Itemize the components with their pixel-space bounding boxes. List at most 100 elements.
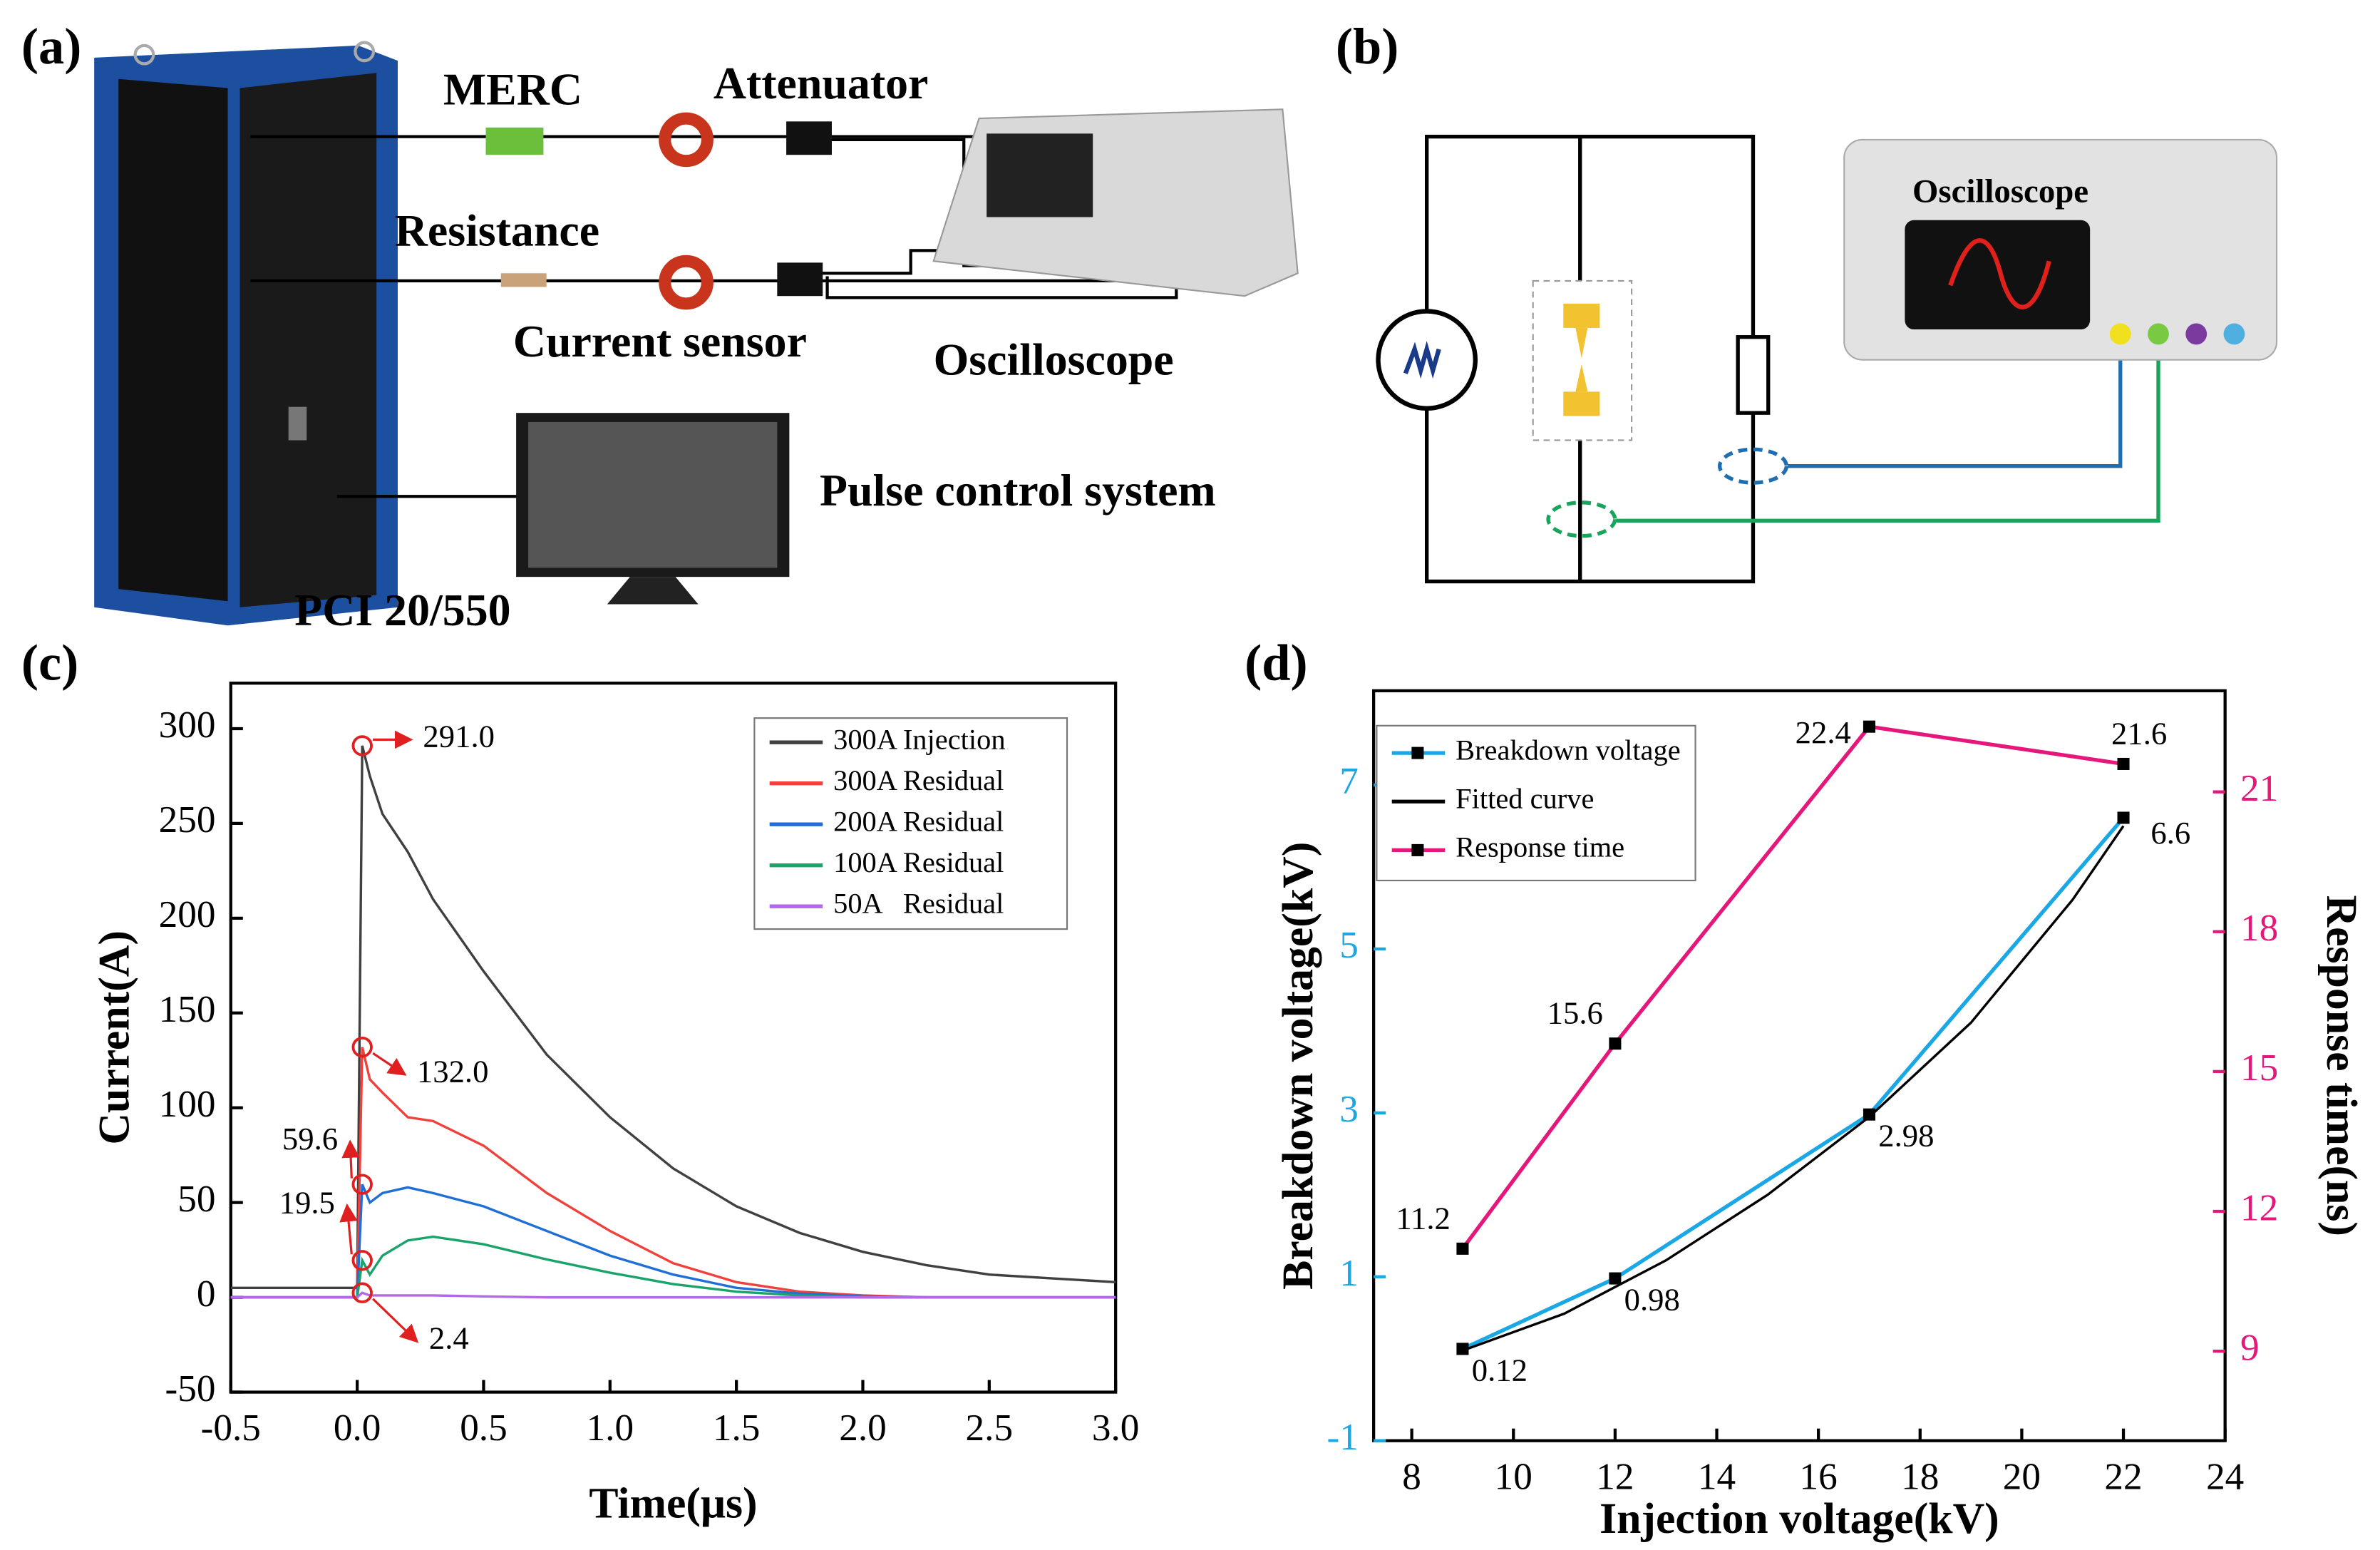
legend-label: Fitted curve [1456,783,1594,815]
source [1376,309,1478,411]
port [2148,323,2169,345]
attenuator [786,121,832,155]
y-tick-label: 100 [159,1083,216,1125]
panel-label: (a) [21,17,81,75]
annotation: 291.0 [423,719,495,754]
legend-label: 300A Residual [833,764,1004,796]
x-tick-label: 3.0 [1092,1407,1140,1449]
annotation: 59.6 [282,1121,338,1156]
y-tick-label: 5 [1339,924,1359,966]
panel-label: (d) [1245,633,1307,691]
point [1609,1037,1622,1050]
scope-screen [986,133,1093,217]
annotation: 19.5 [279,1184,335,1220]
sensor [659,255,714,310]
x-tick-label: 8 [1402,1455,1421,1497]
data-label: 2.98 [1878,1117,1934,1153]
electrode [1563,391,1600,416]
y-tick-label: 7 [1339,760,1359,802]
annotation: 2.4 [429,1320,469,1356]
x-tick-label: 2.0 [839,1407,887,1449]
y2-tick-label: 9 [2240,1326,2260,1368]
plot-frame [1372,689,2227,1442]
legend-label: Response time [1456,831,1624,863]
y-tick-label: 1 [1339,1252,1359,1294]
label: Pulse control system [820,465,1216,515]
merc [485,127,544,155]
annotation-arrow [339,1203,358,1255]
port [2185,323,2208,345]
y-tick-label: 300 [159,704,216,746]
point [1863,1108,1875,1121]
data-label: 11.2 [1396,1200,1451,1236]
cabinet-front [239,73,377,607]
series-line [230,1235,1116,1299]
port [2109,323,2131,345]
monitor-stand [607,577,699,605]
scope-screen [1905,220,2091,330]
label: Oscilloscope [1912,173,2088,210]
legend-marker [1411,746,1424,759]
monitor-screen [528,421,778,568]
point [1456,1343,1469,1355]
annotation-arrow [372,1052,407,1076]
legend-label: Breakdown voltage [1456,734,1681,766]
electrode [1563,303,1600,328]
annotation-marker [351,1174,373,1195]
y-tick-label: 3 [1339,1088,1359,1130]
y-tick-label: 50 [177,1178,215,1220]
legend-label: 50A Residual [833,887,1004,919]
y2-tick-label: 15 [2240,1047,2278,1089]
x-axis-title: Injection voltage(kV) [1599,1494,1999,1543]
waveform [1948,238,2051,309]
sensor [659,112,714,168]
annotation-arrow [372,1298,419,1343]
legend-label: 200A Residual [833,805,1004,837]
x-tick-label: 20 [2003,1455,2041,1497]
y-tick-label: 0 [197,1273,216,1315]
wire [1788,337,2123,468]
x-tick-label: 12 [1596,1455,1634,1497]
x-tick-label: 14 [1698,1455,1736,1497]
y-tick-label: 250 [159,799,216,841]
label: Resistance [395,205,599,256]
annotation-arrow [341,1139,360,1179]
x-tick-label: 1.5 [713,1407,761,1449]
series-line [1461,724,2124,1250]
probe [1546,501,1617,538]
y-tick-label: 150 [159,988,216,1030]
plot-frame [229,682,1118,1394]
point [1609,1272,1622,1285]
data-label: 6.6 [2150,815,2190,851]
series-line [230,1047,1116,1299]
legend-marker [1411,843,1424,856]
label: Attenuator [714,58,928,108]
label: Oscilloscope [934,334,1174,385]
series-line [230,1184,1116,1299]
data-label: 15.6 [1547,995,1603,1031]
x-tick-label: 22 [2104,1455,2142,1497]
y2-tick-label: 21 [2240,767,2278,809]
wire [1616,337,2160,523]
x-tick-label: 0.5 [460,1407,508,1449]
x-tick-label: 16 [1800,1455,1838,1497]
hook [133,43,155,66]
point [2117,757,2130,770]
probe [1717,447,1788,485]
hook [354,41,376,63]
annotation-marker [351,1250,373,1271]
legend-label: 100A Residual [833,846,1004,878]
x-tick-label: -0.5 [201,1407,261,1449]
resistor [500,273,547,287]
panel-label: (b) [1336,17,1398,75]
series-line [1462,825,2125,1352]
y2-tick-label: 12 [2240,1186,2278,1228]
y-tick-label: -50 [165,1367,216,1410]
annotation: 132.0 [417,1053,489,1089]
y2-axis-title: Response time(ns) [2317,895,2366,1236]
y-tick-label: 200 [159,893,216,935]
y-axis-title: Current(A) [90,930,138,1145]
switch [288,406,307,441]
data-label: 22.4 [1796,714,1851,750]
resistor [1736,335,1771,415]
